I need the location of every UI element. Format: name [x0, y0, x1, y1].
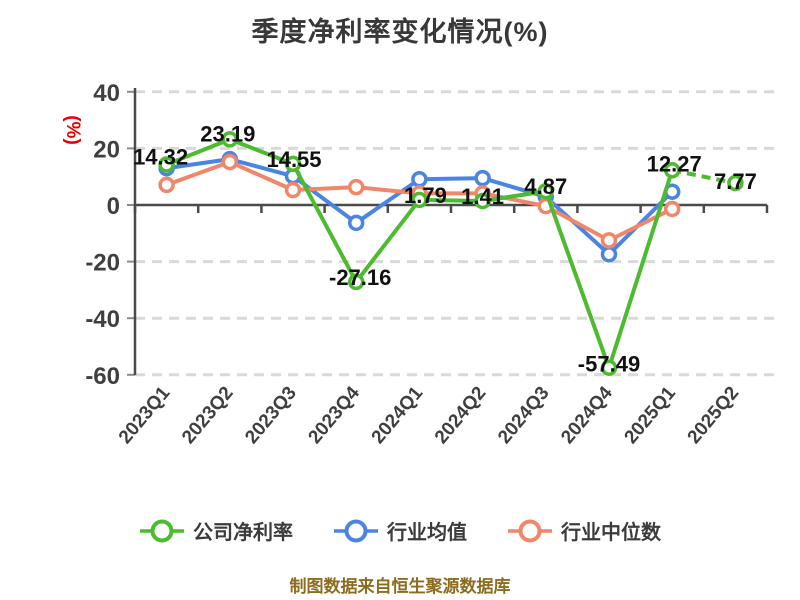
x-tick-label: 2023Q4: [304, 382, 364, 448]
value-label: -57.49: [578, 352, 640, 377]
data-point-company: [158, 156, 175, 173]
x-tick-label: 2025Q2: [684, 383, 744, 448]
value-label: 23.19: [200, 121, 255, 146]
x-tick-label: 2024Q2: [431, 383, 491, 448]
industry-avg-series-legend-icon: [334, 519, 378, 542]
value-label: 14.55: [266, 147, 321, 172]
chart-title: 季度净利率变化情况(%): [251, 17, 549, 47]
data-point-company: [537, 182, 555, 200]
y-tick-label: -20: [85, 250, 120, 277]
x-tick-label: 2023Q3: [241, 383, 301, 448]
data-point-industry-avg: [347, 214, 365, 232]
series-line-company-forecast: [671, 168, 736, 185]
data-point-company: [347, 273, 365, 291]
legend-item-company[interactable]: 公司净利率: [139, 516, 293, 545]
y-tick-label: -60: [85, 363, 120, 390]
data-point-company: [663, 162, 681, 179]
data-point-industry-median: [663, 200, 681, 218]
legend-item-industry-median[interactable]: 行业中位数: [507, 516, 661, 545]
legend-item-industry-avg[interactable]: 行业均值: [333, 516, 467, 545]
y-tick-label: 20: [93, 136, 120, 163]
data-source-note: 制图数据来自恒生聚源数据库: [289, 577, 511, 596]
value-label: 1.41: [461, 184, 504, 209]
data-point-company: [411, 191, 428, 209]
y-tick-label: 0: [107, 193, 120, 220]
legend-label-company: 公司净利率: [193, 522, 293, 544]
value-label: 7.77: [714, 169, 757, 194]
value-label: 4.87: [524, 174, 567, 199]
data-point-industry-median: [158, 176, 175, 194]
data-point-industry-median: [347, 178, 365, 196]
data-point-industry-median: [221, 153, 239, 171]
data-point-industry-median: [600, 232, 618, 249]
x-tick-label: 2023Q2: [178, 383, 238, 448]
value-label: 14.32: [133, 144, 188, 169]
data-point-company: [284, 155, 302, 173]
x-tick-label: 2024Q4: [557, 382, 617, 448]
y-tick-label: 40: [93, 80, 120, 107]
data-point-company: [727, 174, 744, 192]
data-point-company: [600, 359, 618, 376]
y-tick-label: -40: [85, 306, 120, 333]
value-label: 12.27: [647, 151, 702, 176]
data-point-industry-avg: [600, 245, 618, 263]
chart-legend: 公司净利率 行业均值 行业中位数: [0, 516, 800, 545]
data-point-company: [221, 131, 239, 148]
x-tick-label: 2024Q3: [494, 383, 554, 448]
data-point-industry-median: [284, 181, 302, 199]
legend-label-industry-avg: 行业均值: [387, 522, 467, 544]
company-series-legend-icon: [140, 519, 184, 542]
value-label: 1.79: [404, 183, 447, 208]
x-tick-label: 2023Q1: [115, 382, 175, 448]
industry-median-series-legend-icon: [508, 519, 552, 542]
legend-label-industry-median: 行业中位数: [561, 522, 661, 544]
data-point-company: [474, 192, 491, 210]
data-point-industry-avg: [474, 169, 491, 187]
value-label: -27.16: [329, 265, 391, 290]
x-tick-label: 2024Q1: [368, 382, 428, 448]
x-tick-label: 2025Q1: [620, 382, 680, 448]
